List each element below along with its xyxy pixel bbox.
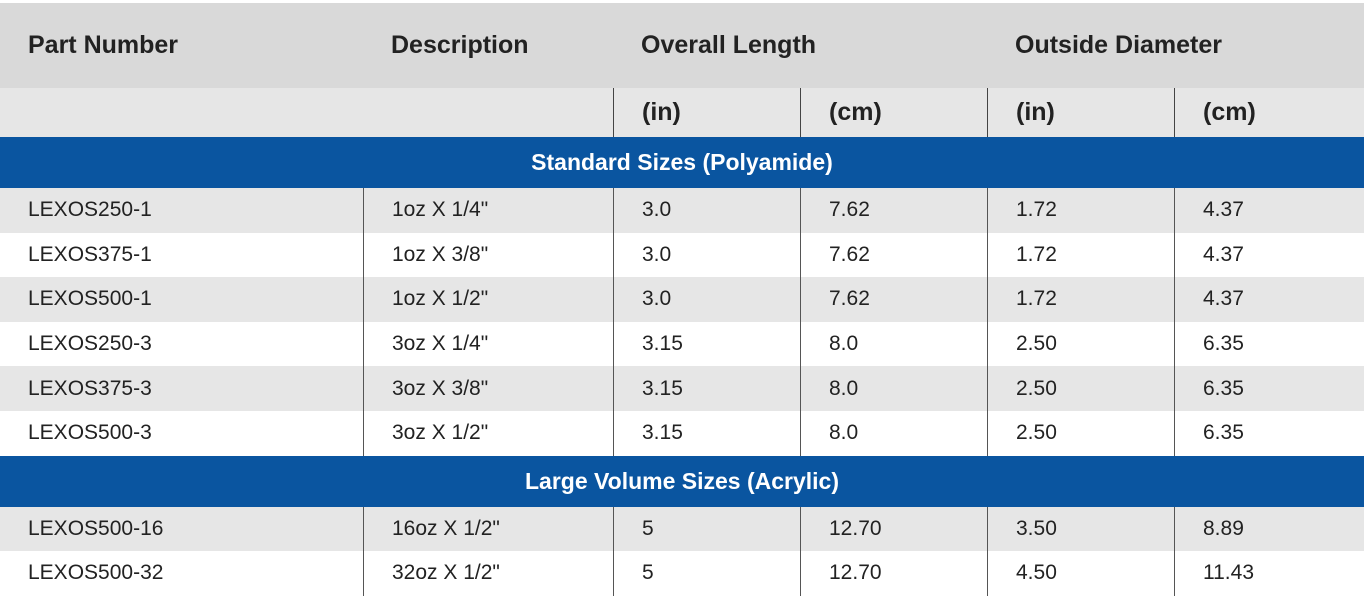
table-cell: 1oz X 3/8" bbox=[363, 232, 613, 278]
table-cell: 3oz X 3/8" bbox=[363, 366, 613, 411]
table-cell: LEXOS375-3 bbox=[0, 366, 363, 411]
table-cell: 6.35 bbox=[1174, 366, 1364, 411]
table-cell: LEXOS500-16 bbox=[0, 506, 363, 552]
table-cell: 2.50 bbox=[987, 366, 1174, 411]
blank-cell bbox=[0, 88, 613, 137]
unit-header: (cm) bbox=[800, 88, 987, 137]
table-cell: 12.70 bbox=[800, 506, 987, 552]
table-cell: LEXOS500-1 bbox=[0, 277, 363, 322]
table-cell: 8.0 bbox=[800, 411, 987, 456]
column-header: Overall Length bbox=[613, 3, 987, 88]
table-cell: 7.62 bbox=[800, 232, 987, 278]
table-cell: 11.43 bbox=[1174, 551, 1364, 596]
table-cell: 4.50 bbox=[987, 551, 1174, 596]
table-cell: 3.15 bbox=[613, 366, 800, 411]
table-cell: LEXOS375-1 bbox=[28, 242, 152, 266]
section-title: Standard Sizes (Polyamide) bbox=[0, 137, 1364, 188]
table-cell: LEXOS250-3 bbox=[28, 332, 152, 356]
table-cell: 16oz X 1/2" bbox=[363, 506, 613, 552]
table-cell: 1.72 bbox=[987, 188, 1174, 233]
table-cell: 1.72 bbox=[987, 277, 1174, 322]
column-header: Outside Diameter bbox=[987, 3, 1364, 88]
table-cell: 3.15 bbox=[613, 411, 800, 456]
unit-header: (in) bbox=[987, 88, 1174, 137]
table-cell: 5 bbox=[613, 551, 800, 596]
table-cell: 1oz X 1/2" bbox=[363, 277, 613, 322]
unit-header: (cm) bbox=[1174, 88, 1364, 137]
table-cell: 2.50 bbox=[987, 321, 1174, 367]
section-title: Large Volume Sizes (Acrylic) bbox=[0, 455, 1364, 507]
table-cell: 8.89 bbox=[1174, 506, 1364, 552]
table-cell: 3.0 bbox=[613, 188, 800, 233]
table-cell: LEXOS500-32 bbox=[28, 561, 164, 585]
table-cell: 3oz X 1/4" bbox=[363, 321, 613, 367]
table-cell: 3.50 bbox=[987, 506, 1174, 552]
unit-header: (in) bbox=[613, 88, 800, 137]
table-cell: 7.62 bbox=[800, 277, 987, 322]
table-cell: 8.0 bbox=[800, 366, 987, 411]
table-cell: 4.37 bbox=[1174, 232, 1364, 278]
column-header: Part Number bbox=[0, 3, 363, 88]
table-cell: 7.62 bbox=[800, 188, 987, 233]
table-cell: 6.35 bbox=[1174, 321, 1364, 367]
table-cell: 3.15 bbox=[613, 321, 800, 367]
table-cell: 4.37 bbox=[1174, 188, 1364, 233]
table-cell: LEXOS500-3 bbox=[28, 421, 152, 445]
table-cell: 12.70 bbox=[800, 551, 987, 596]
table-cell: 3oz X 1/2" bbox=[363, 411, 613, 456]
table-cell: 3.0 bbox=[613, 277, 800, 322]
table-cell: 6.35 bbox=[1174, 411, 1364, 456]
table-cell: 2.50 bbox=[987, 411, 1174, 456]
table-cell: 4.37 bbox=[1174, 277, 1364, 322]
table-cell: 32oz X 1/2" bbox=[363, 551, 613, 596]
table-cell: 1.72 bbox=[987, 232, 1174, 278]
table-cell: LEXOS250-1 bbox=[0, 188, 363, 233]
table-cell: 5 bbox=[613, 506, 800, 552]
table-cell: 1oz X 1/4" bbox=[363, 188, 613, 233]
table-cell: 8.0 bbox=[800, 321, 987, 367]
column-header: Description bbox=[363, 3, 613, 88]
table-cell: 3.0 bbox=[613, 232, 800, 278]
